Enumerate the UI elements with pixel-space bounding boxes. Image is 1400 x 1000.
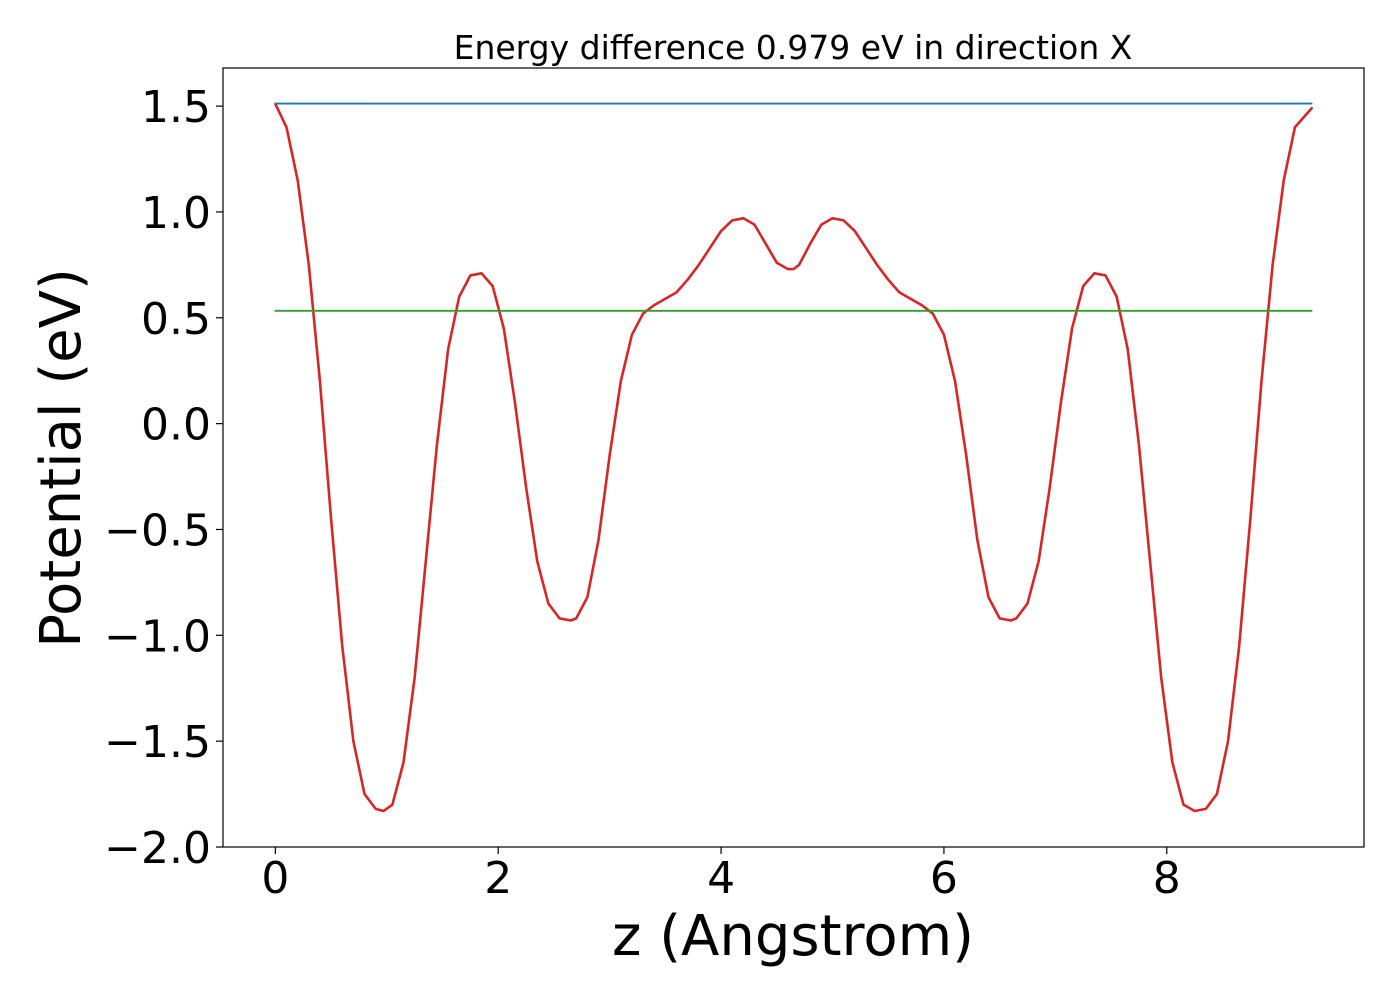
x-tick-label: 0 [261, 853, 289, 904]
x-tick-label: 8 [1153, 853, 1181, 904]
x-axis-label: z (Angstrom) [612, 904, 974, 969]
y-axis-ticks: −2.0 −1.5 −1.0 −0.5 0.0 0.5 1.0 1.5 [104, 82, 223, 874]
x-tick-label: 4 [707, 853, 735, 904]
series-layer [274, 102, 1313, 813]
y-tick-label: −0.5 [104, 505, 211, 556]
x-axis-ticks: 0 2 4 6 8 [261, 847, 1181, 904]
y-tick-label: 1.5 [141, 82, 211, 133]
series-line-1 [274, 102, 1313, 813]
chart-title: Energy difference 0.979 eV in direction … [454, 28, 1133, 67]
y-tick-label: 1.0 [141, 188, 211, 239]
y-tick-label: 0.0 [141, 400, 211, 451]
y-axis-label: Potential (eV) [29, 268, 94, 648]
x-tick-label: 6 [930, 853, 958, 904]
y-tick-label: 0.5 [141, 294, 211, 345]
y-tick-label: −2.0 [104, 823, 211, 874]
y-tick-label: −1.0 [104, 611, 211, 662]
x-tick-label: 2 [484, 853, 512, 904]
plot-frame [222, 67, 1365, 848]
y-tick-label: −1.5 [104, 717, 211, 768]
